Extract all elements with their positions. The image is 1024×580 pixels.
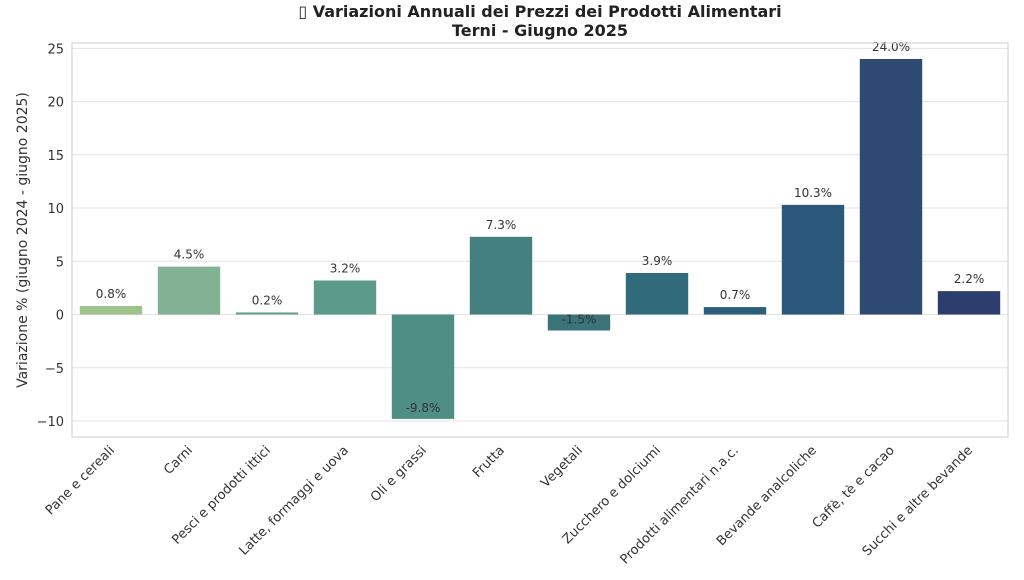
bar [79, 306, 143, 315]
chart-title-line2: Terni - Giugno 2025 [452, 21, 628, 40]
bar [235, 312, 299, 315]
y-tick-label: 0 [56, 309, 64, 324]
bar [703, 307, 767, 315]
x-tick-label: Caffè, tè e cacao [810, 443, 898, 531]
bar [391, 314, 455, 419]
bar-data-label: 3.2% [330, 261, 361, 275]
bar-data-label: 24.0% [872, 40, 910, 54]
bar-data-label: 3.9% [642, 254, 673, 268]
bar-data-label: -1.5% [562, 313, 597, 327]
y-tick-label: 15 [47, 149, 64, 164]
bar [157, 266, 221, 315]
bar [625, 273, 689, 315]
bar [313, 280, 377, 315]
x-tick-label: Carni [161, 443, 196, 478]
chart-title-line1: ▯ Variazioni Annuali dei Prezzi dei Prod… [298, 2, 781, 21]
x-tick-label: Oli e grassi [368, 443, 430, 505]
bar [547, 314, 611, 331]
y-tick-label: −10 [37, 415, 64, 430]
y-axis-label: Variazione % (giugno 2024 - giugno 2025) [15, 92, 31, 388]
x-tick-label: Vegetali [538, 443, 586, 491]
bar-data-label: 0.7% [720, 288, 751, 302]
bar-data-label: 0.2% [252, 293, 283, 307]
bar-data-label: 7.3% [486, 218, 517, 232]
bar-data-label: -9.8% [406, 401, 441, 415]
bar [781, 204, 845, 315]
bar-data-label: 10.3% [794, 186, 832, 200]
bar-layer [79, 58, 1001, 419]
y-tick-labels: −10 −5 0 5 10 15 20 25 [37, 42, 64, 430]
bar [937, 291, 1001, 315]
y-tick-label: 20 [47, 96, 64, 111]
label-layer: 0.8% 4.5% 0.2% 3.2% -9.8% 7.3% -1.5% 3.9% 0.7% 10… [96, 40, 985, 415]
grid-layer [72, 47, 1008, 422]
bar-data-label: 2.2% [954, 272, 985, 286]
bar-data-label: 4.5% [174, 248, 205, 262]
y-tick-label: −5 [45, 362, 64, 377]
x-tick-label: Pane e cereali [43, 443, 118, 518]
x-tick-label: Frutta [470, 443, 508, 481]
bar [469, 236, 533, 315]
bar [859, 58, 923, 315]
bar-data-label: 0.8% [96, 287, 127, 301]
plot-frame [71, 42, 1009, 438]
y-tick-label: 25 [47, 42, 64, 57]
y-tick-label: 5 [56, 255, 64, 270]
y-tick-label: 10 [47, 202, 64, 217]
